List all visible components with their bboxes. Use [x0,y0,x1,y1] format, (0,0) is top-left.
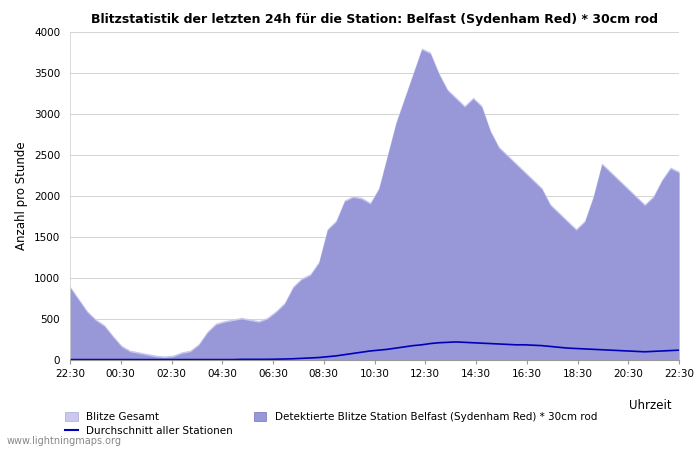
Title: Blitzstatistik der letzten 24h für die Station: Belfast (Sydenham Red) * 30cm ro: Blitzstatistik der letzten 24h für die S… [91,13,658,26]
Y-axis label: Anzahl pro Stunde: Anzahl pro Stunde [15,141,29,250]
Text: Uhrzeit: Uhrzeit [629,399,672,412]
Text: www.lightningmaps.org: www.lightningmaps.org [7,436,122,446]
Legend: Blitze Gesamt, Durchschnitt aller Stationen, Detektierte Blitze Station Belfast : Blitze Gesamt, Durchschnitt aller Statio… [61,408,601,440]
